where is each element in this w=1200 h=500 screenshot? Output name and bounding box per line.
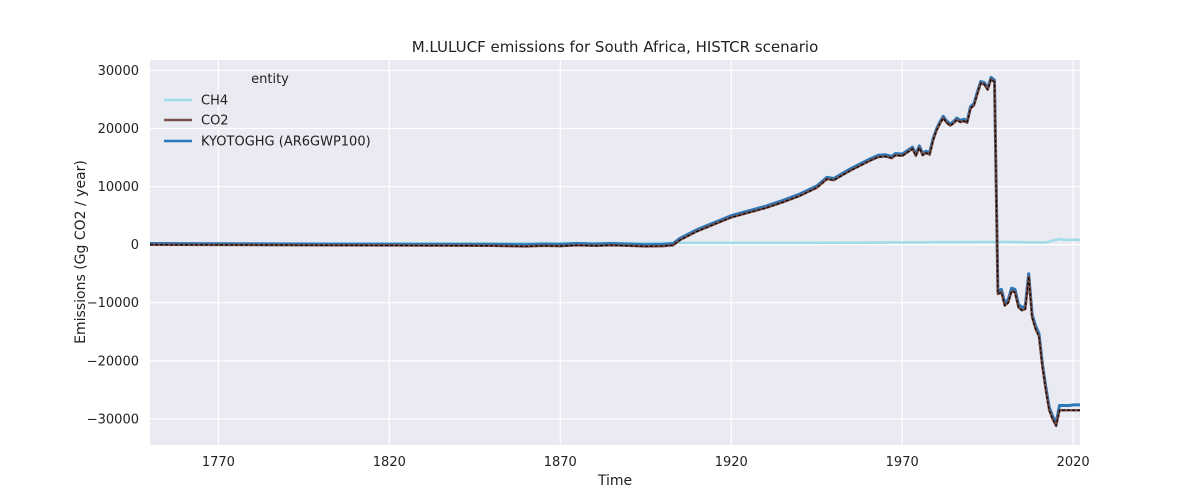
legend-label-ch4: CH4 [201,94,228,109]
legend-title: entity [251,72,289,87]
x-axis-label: Time [597,473,632,489]
x-tick-label: 1970 [886,455,919,470]
tick-labels: 1770 1820 1870 1920 1970 2020 30000 20000 10000 0… [87,64,1090,470]
legend-label-kyotoghg: KYOTOGHG (AR6GWP100) [201,135,371,150]
x-tick-label: 1820 [373,455,406,470]
x-tick-label: 1920 [715,455,748,470]
y-tick-label: 30000 [98,64,139,79]
x-tick-label: 2020 [1057,455,1090,470]
y-axis-label: Emissions (Gg CO2 / year) [73,160,89,344]
grid [150,60,1080,445]
series-line-overlay [149,78,1080,428]
y-tick-label: 20000 [98,122,139,137]
y-tick-label: 10000 [98,180,139,195]
x-tick-label: 1770 [202,455,235,470]
legend-label-co2: CO2 [201,114,229,129]
y-tick-label: −10000 [87,296,139,311]
y-tick-label: 0 [131,238,139,253]
legend: entity CH4 CO2 KYOTOGHG (AR6GWP100) [164,72,371,150]
chart-title: M.LULUCF emissions for South Africa, HIS… [412,38,819,56]
x-tick-label: 1870 [544,455,577,470]
y-tick-label: −20000 [87,354,139,369]
y-tick-label: −30000 [87,412,139,427]
series-lines [149,75,1080,428]
plot-background [150,60,1080,445]
